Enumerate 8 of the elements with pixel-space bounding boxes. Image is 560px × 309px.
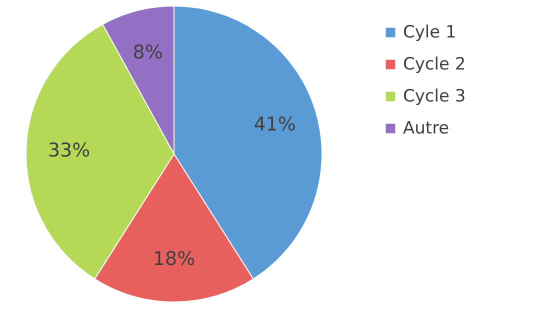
data-label: 18%	[152, 248, 196, 270]
legend-label: Cyle 1	[403, 22, 456, 42]
legend-label: Cycle 3	[403, 86, 466, 106]
data-label: 41%	[254, 114, 296, 136]
legend-label: Autre	[403, 118, 450, 138]
data-label: 8%	[132, 41, 163, 64]
data-label: 33%	[48, 140, 90, 162]
legend-label: Cycle 2	[403, 54, 466, 74]
